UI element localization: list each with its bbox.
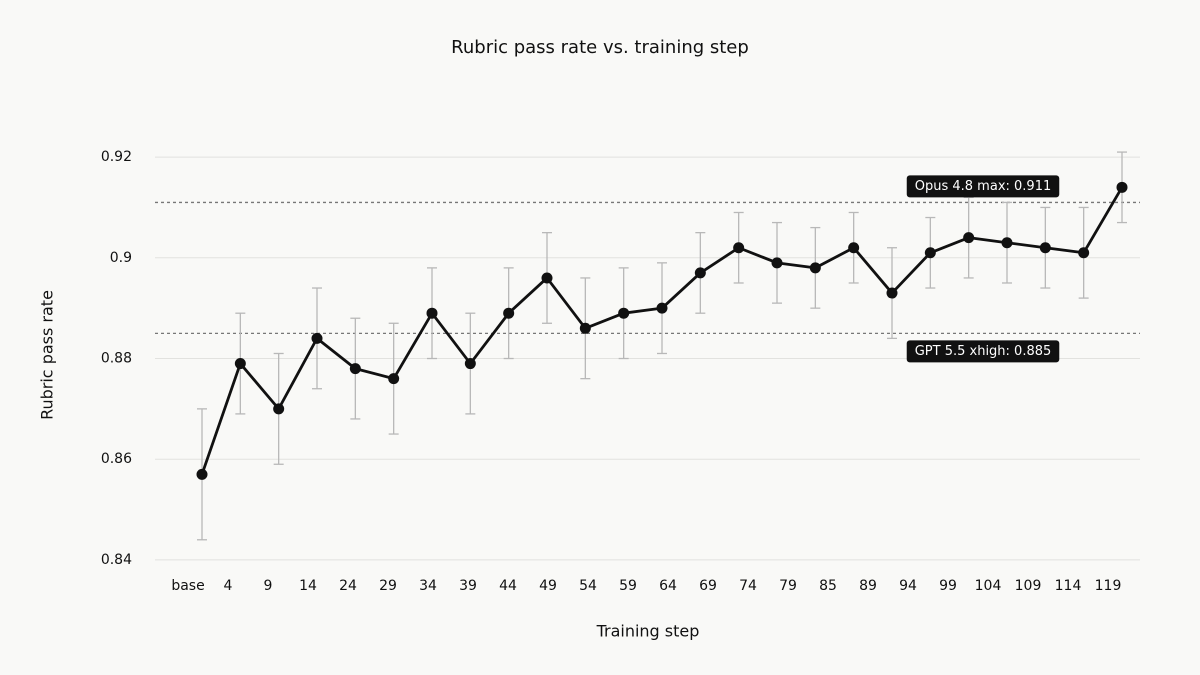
data-point <box>311 332 323 344</box>
data-point <box>503 307 515 319</box>
x-tick-label: 99 <box>939 578 957 594</box>
data-point <box>464 358 476 370</box>
data-point <box>886 287 898 299</box>
data-point <box>273 403 285 415</box>
y-tick-label: 0.86 <box>101 451 132 467</box>
x-tick-label: 54 <box>579 578 597 594</box>
x-tick-label: 85 <box>819 578 837 594</box>
x-tick-label: 59 <box>619 578 637 594</box>
x-tick-label: 104 <box>975 578 1002 594</box>
reference-tag: GPT 5.5 xhigh: 0.885 <box>915 344 1052 359</box>
data-point <box>196 468 208 480</box>
data-point <box>234 358 246 370</box>
y-axis-title: Rubric pass rate <box>38 290 57 420</box>
data-point <box>771 257 783 269</box>
reference-tag-box <box>906 175 1060 198</box>
y-tick-label: 0.84 <box>101 552 132 568</box>
x-tick-label: 109 <box>1015 578 1042 594</box>
y-tick-label: 0.92 <box>101 149 132 165</box>
data-point <box>694 267 706 279</box>
data-point <box>848 242 860 254</box>
data-point <box>426 307 438 319</box>
x-tick-label: 49 <box>539 578 557 594</box>
data-point <box>1116 181 1128 193</box>
data-point <box>963 232 975 244</box>
data-point <box>1039 242 1051 254</box>
data-point <box>924 247 936 259</box>
data-point <box>388 373 400 385</box>
x-tick-label: 119 <box>1095 578 1122 594</box>
reference-tag-box <box>906 340 1060 363</box>
x-tick-label: 39 <box>459 578 477 594</box>
y-tick-label: 0.9 <box>110 250 132 266</box>
x-tick-label: 44 <box>499 578 517 594</box>
reference-tag: Opus 4.8 max: 0.911 <box>915 179 1052 194</box>
data-point <box>656 302 668 314</box>
x-tick-label: 114 <box>1055 578 1082 594</box>
x-tick-label: 4 <box>224 578 233 594</box>
data-point <box>809 262 821 274</box>
data-point <box>349 363 361 375</box>
x-tick-label: 29 <box>379 578 397 594</box>
x-tick-label: 79 <box>779 578 797 594</box>
x-tick-label: 69 <box>699 578 717 594</box>
data-point <box>541 272 553 284</box>
x-tick-label: 94 <box>899 578 917 594</box>
chart-title: Rubric pass rate vs. training step <box>451 37 749 58</box>
data-point <box>618 307 630 319</box>
data-point <box>1001 237 1013 249</box>
x-tick-label: 14 <box>299 578 317 594</box>
data-point <box>579 322 591 334</box>
x-axis-title: Training step <box>596 622 700 641</box>
y-tick-label: 0.88 <box>101 351 132 367</box>
x-tick-label: 9 <box>264 578 273 594</box>
x-tick-label: 89 <box>859 578 877 594</box>
x-tick-label: 74 <box>739 578 757 594</box>
data-point <box>733 242 745 254</box>
x-tick-label: 34 <box>419 578 437 594</box>
x-tick-label: 24 <box>339 578 357 594</box>
x-tick-label: base <box>171 578 204 594</box>
x-tick-label: 64 <box>659 578 677 594</box>
data-point <box>1078 247 1090 259</box>
